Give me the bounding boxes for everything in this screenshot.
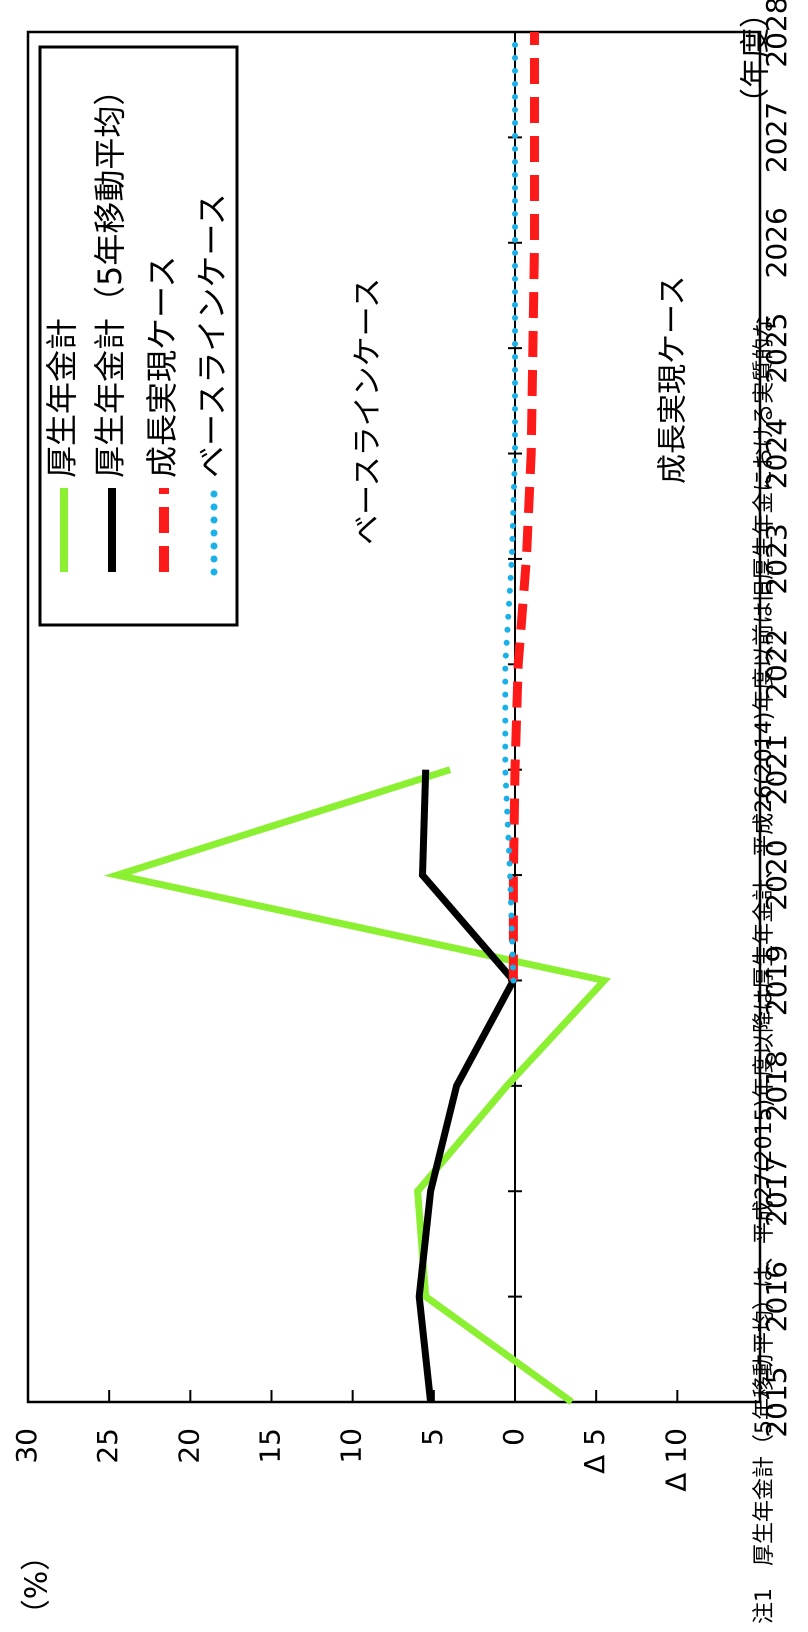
series-line-0: [103, 766, 612, 1405]
x-tick-label: 2016: [760, 1261, 793, 1332]
series-line-2: [508, 32, 539, 981]
y-tick-label: 20: [172, 1428, 205, 1464]
series-line-3: [502, 29, 518, 984]
y-tick-label: 15: [254, 1428, 287, 1464]
legend-label-0: 厚生年金計: [43, 318, 81, 478]
x-tick-label: 2028: [760, 0, 793, 68]
legend-box: [38, 45, 239, 627]
x-unit-label: （年度）: [739, 0, 774, 118]
y-tick-label: 10: [335, 1428, 368, 1464]
legend-label-2: 成長実現ケース: [143, 256, 181, 478]
x-tick-label: 2026: [760, 207, 793, 278]
x-tick-label: 2023: [760, 523, 793, 594]
legend-label-3: ベースラインケース: [193, 193, 231, 478]
annotation-label-0: ベースラインケース: [350, 278, 385, 545]
x-tick-label: 2020: [760, 839, 793, 910]
x-tick-label: 2021: [760, 734, 793, 805]
x-tick-label: 2025: [760, 313, 793, 384]
plot-area: [26, 29, 762, 1405]
y-tick-label: 30: [10, 1428, 43, 1464]
y-tick-label: Δ 10: [659, 1428, 692, 1492]
x-tick-label: 2022: [760, 629, 793, 700]
x-tick-label: 2027: [760, 102, 793, 173]
legend-label-1: 厚生年金計（5年移動平均）: [91, 74, 129, 478]
series-line-1: [415, 769, 518, 1403]
x-tick-label: 2019: [760, 945, 793, 1016]
x-tick-label: 2017: [760, 1156, 793, 1227]
x-tick-label: 2018: [760, 1050, 793, 1121]
y-tick-label: 5: [416, 1428, 449, 1446]
x-tick-label: 2024: [760, 418, 793, 489]
x-tick-label: 2015: [760, 1366, 793, 1437]
y-tick-label: 0: [497, 1428, 530, 1446]
y-unit-label: （%）: [20, 1541, 55, 1630]
annotation-label-1: 成長実現ケース: [656, 276, 691, 485]
plot-frame: [26, 30, 762, 1404]
y-tick-label: 25: [91, 1428, 124, 1464]
y-tick-label: Δ 5: [578, 1428, 611, 1474]
footnote: 注1 厚生年金計（5年移動平均）は、平成27(2015)年度以降は厚生年金計、平…: [752, 316, 777, 1624]
